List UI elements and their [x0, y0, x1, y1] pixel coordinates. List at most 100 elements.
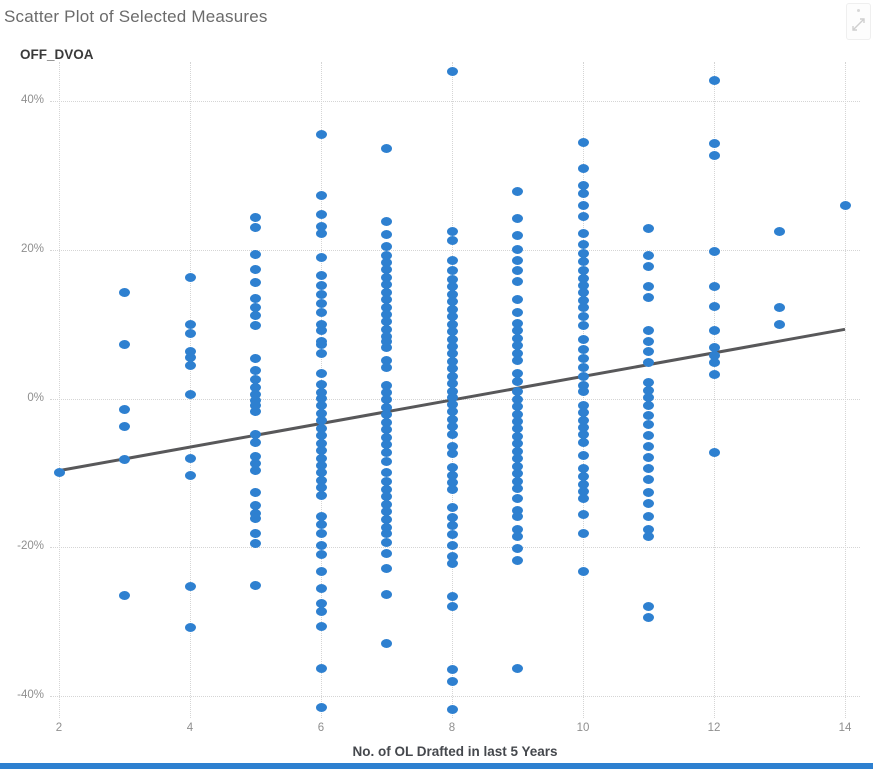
- data-point[interactable]: [119, 421, 130, 431]
- data-point[interactable]: [315, 598, 327, 608]
- data-point[interactable]: [577, 334, 589, 344]
- data-point[interactable]: [250, 466, 261, 476]
- data-point[interactable]: [774, 303, 785, 313]
- data-point[interactable]: [708, 150, 720, 160]
- data-point[interactable]: [250, 528, 261, 538]
- data-point[interactable]: [708, 447, 720, 457]
- data-point[interactable]: [512, 402, 523, 412]
- data-point[interactable]: [250, 353, 261, 363]
- data-point[interactable]: [250, 389, 261, 399]
- data-point[interactable]: [315, 438, 327, 448]
- data-point[interactable]: [119, 591, 130, 601]
- data-point[interactable]: [381, 538, 392, 548]
- data-point[interactable]: [315, 540, 327, 550]
- data-point[interactable]: [315, 379, 327, 389]
- data-point[interactable]: [315, 663, 327, 673]
- data-point[interactable]: [381, 242, 392, 252]
- data-point[interactable]: [446, 379, 458, 389]
- data-point[interactable]: [446, 449, 458, 459]
- data-point[interactable]: [512, 544, 523, 554]
- data-point[interactable]: [446, 559, 458, 569]
- data-point[interactable]: [643, 452, 654, 462]
- data-point[interactable]: [577, 423, 589, 432]
- data-point[interactable]: [512, 348, 523, 358]
- data-point[interactable]: [446, 226, 458, 236]
- data-point[interactable]: [577, 295, 589, 305]
- data-point[interactable]: [381, 216, 392, 226]
- data-point[interactable]: [577, 472, 589, 482]
- data-point[interactable]: [446, 530, 458, 540]
- data-point[interactable]: [381, 342, 392, 352]
- data-point[interactable]: [643, 487, 654, 497]
- data-point[interactable]: [446, 399, 458, 409]
- data-point[interactable]: [250, 514, 261, 524]
- data-point[interactable]: [446, 349, 458, 359]
- data-point[interactable]: [315, 325, 327, 335]
- data-point[interactable]: [577, 463, 589, 473]
- data-point[interactable]: [184, 623, 196, 633]
- data-point[interactable]: [315, 606, 327, 616]
- data-point[interactable]: [381, 440, 392, 450]
- data-point[interactable]: [381, 287, 392, 297]
- data-point[interactable]: [643, 393, 654, 403]
- data-point[interactable]: [381, 589, 392, 599]
- data-point[interactable]: [512, 369, 523, 379]
- data-point[interactable]: [512, 318, 523, 328]
- data-point[interactable]: [315, 209, 327, 219]
- data-point[interactable]: [643, 613, 654, 623]
- data-point[interactable]: [643, 524, 654, 534]
- data-point[interactable]: [381, 380, 392, 390]
- data-point[interactable]: [446, 364, 458, 374]
- data-point[interactable]: [381, 499, 392, 509]
- data-point[interactable]: [250, 501, 261, 511]
- data-point[interactable]: [446, 319, 458, 329]
- data-point[interactable]: [446, 463, 458, 473]
- data-point[interactable]: [315, 394, 327, 403]
- data-point[interactable]: [446, 327, 458, 337]
- expand-button[interactable]: [846, 3, 871, 40]
- data-point[interactable]: [381, 507, 392, 517]
- data-point[interactable]: [119, 339, 130, 349]
- data-point[interactable]: [512, 439, 523, 449]
- data-point[interactable]: [512, 461, 523, 471]
- data-point[interactable]: [315, 129, 327, 139]
- data-point[interactable]: [381, 402, 392, 412]
- data-point[interactable]: [643, 292, 654, 302]
- data-point[interactable]: [315, 567, 327, 577]
- data-point[interactable]: [577, 437, 589, 447]
- data-point[interactable]: [774, 319, 785, 329]
- data-point[interactable]: [643, 411, 654, 421]
- data-point[interactable]: [577, 479, 589, 489]
- data-point[interactable]: [250, 265, 261, 275]
- data-point[interactable]: [381, 144, 392, 154]
- data-point[interactable]: [446, 304, 458, 314]
- data-point[interactable]: [250, 407, 261, 417]
- data-point[interactable]: [315, 319, 327, 329]
- data-point[interactable]: [381, 295, 392, 305]
- data-point[interactable]: [446, 282, 458, 292]
- data-point[interactable]: [643, 281, 654, 291]
- data-point[interactable]: [381, 257, 392, 267]
- data-point[interactable]: [381, 432, 392, 442]
- data-point[interactable]: [512, 663, 523, 673]
- data-point[interactable]: [643, 347, 654, 357]
- data-point[interactable]: [250, 487, 261, 497]
- data-point[interactable]: [643, 325, 654, 335]
- data-point[interactable]: [577, 248, 589, 258]
- data-point[interactable]: [774, 226, 785, 236]
- data-point[interactable]: [708, 342, 720, 352]
- data-point[interactable]: [643, 475, 654, 485]
- data-point[interactable]: [446, 521, 458, 531]
- data-point[interactable]: [250, 539, 261, 549]
- data-point[interactable]: [250, 437, 261, 447]
- data-point[interactable]: [512, 266, 523, 276]
- data-point[interactable]: [446, 236, 458, 246]
- data-point[interactable]: [446, 414, 458, 424]
- data-point[interactable]: [512, 255, 523, 265]
- data-point[interactable]: [577, 567, 589, 577]
- data-point[interactable]: [577, 344, 589, 354]
- data-point[interactable]: [119, 454, 130, 464]
- data-point[interactable]: [184, 390, 196, 400]
- data-point[interactable]: [315, 190, 327, 200]
- data-point[interactable]: [250, 293, 261, 303]
